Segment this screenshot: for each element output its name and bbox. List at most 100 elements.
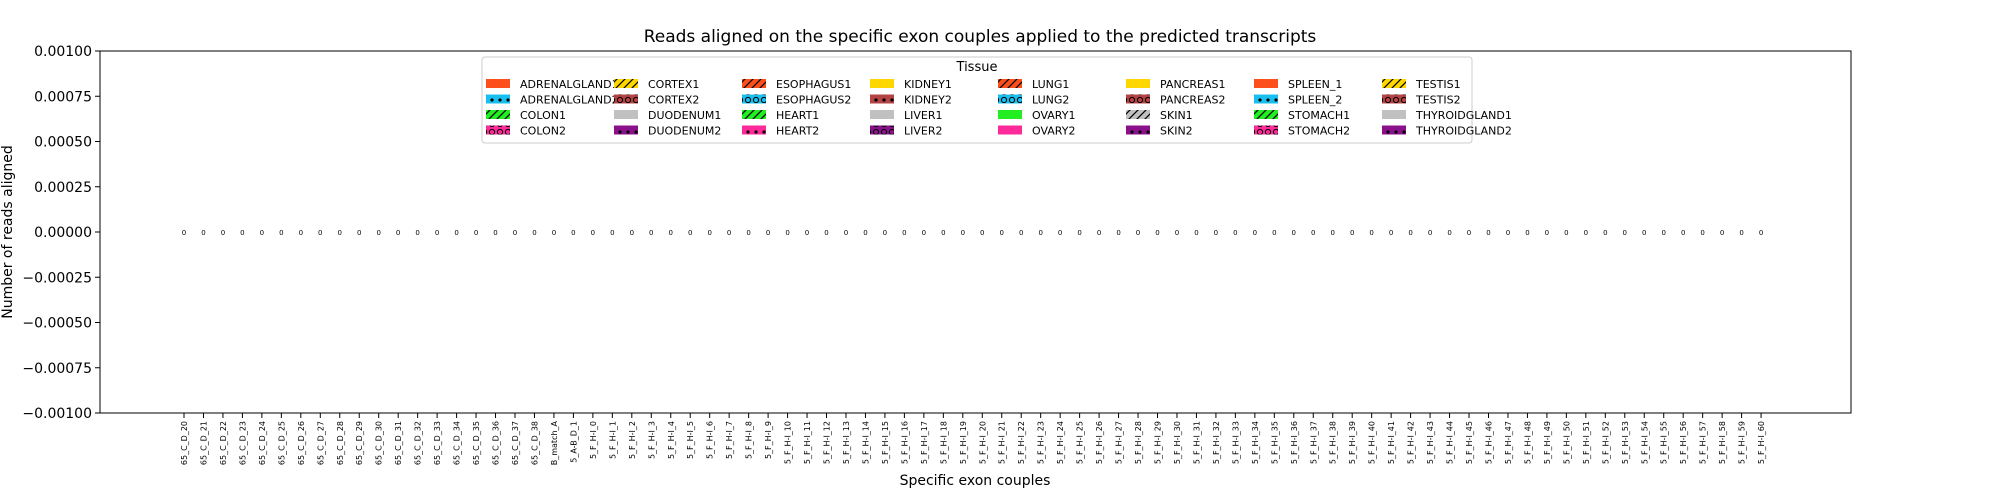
- legend-swatch: [1126, 94, 1150, 104]
- data-label: 0: [338, 229, 342, 237]
- x-tick-label: 5_F_H-I_5: [686, 421, 695, 459]
- data-label: 0: [513, 229, 517, 237]
- data-label: 0: [922, 229, 926, 237]
- x-tick-label: 5_F_H-I_24: [1056, 421, 1065, 464]
- legend-item: CORTEX1: [614, 78, 699, 91]
- x-tick-label: 5_F_H-I_6: [706, 421, 715, 459]
- x-tick-label: 65_C_D_35: [472, 421, 481, 465]
- x-tick-label: 5_F_H-I_45: [1465, 421, 1474, 464]
- legend-item: PANCREAS2: [1126, 94, 1225, 107]
- data-label: 0: [201, 229, 205, 237]
- data-label: 0: [1584, 229, 1588, 237]
- x-tick-label: 65_C_D_33: [433, 421, 442, 465]
- data-label: 0: [240, 229, 244, 237]
- legend-label: PANCREAS2: [1160, 94, 1225, 107]
- legend-label: DUODENUM1: [648, 109, 721, 122]
- data-label: 0: [1739, 229, 1743, 237]
- x-tick-label: 5_F_H-I_10: [784, 421, 793, 464]
- x-tick-label: 5_F_H-I_36: [1290, 421, 1299, 464]
- legend-item: HEART2: [742, 125, 819, 138]
- legend-swatch: [1254, 79, 1278, 88]
- legend-swatch: [870, 125, 894, 135]
- x-tick-label: B_match_A: [550, 420, 559, 465]
- x-tick-label: 5_F_H-I_37: [1309, 421, 1318, 464]
- x-tick-label: 5_F_H-I_41: [1387, 421, 1396, 464]
- legend-label: THYROIDGLAND1: [1415, 109, 1512, 122]
- legend-item: TESTIS1: [1382, 78, 1461, 91]
- y-tick-label: 0.00075: [34, 89, 92, 105]
- legend-label: ESOPHAGUS1: [776, 78, 851, 91]
- legend-label: TESTIS2: [1415, 94, 1461, 107]
- legend-label: DUODENUM2: [648, 125, 721, 138]
- data-label: 0: [1642, 229, 1646, 237]
- x-tick-label: 5_F_H-I_35: [1270, 421, 1279, 464]
- data-label: 0: [1097, 229, 1101, 237]
- data-label: 0: [318, 229, 322, 237]
- legend-item: SPLEEN_1: [1254, 78, 1342, 91]
- data-label: 0: [863, 229, 867, 237]
- legend-swatch: [1126, 79, 1150, 88]
- data-label: 0: [1759, 229, 1763, 237]
- legend-swatch: [1382, 94, 1406, 104]
- legend-label: ADRENALGLAND1: [520, 78, 619, 91]
- legend-label: THYROIDGLAND2: [1415, 125, 1512, 138]
- data-label: 0: [980, 229, 984, 237]
- data-label: 0: [182, 229, 186, 237]
- x-tick-label: 65_C_D_28: [336, 421, 345, 465]
- x-tick-label: 5_F_H-I_15: [881, 421, 890, 464]
- legend-item: THYROIDGLAND2: [1382, 125, 1512, 138]
- data-label: 0: [1623, 229, 1627, 237]
- data-label: 0: [610, 229, 614, 237]
- legend: Tissue ADRENALGLAND1 ADRENALGLAND2 COLON1 CO…: [481, 56, 1512, 144]
- x-tick-label: 5_F_H-I_54: [1640, 421, 1649, 464]
- legend-swatch: [1254, 94, 1278, 104]
- data-label: 0: [785, 229, 789, 237]
- y-tick-label: −0.00050: [22, 316, 92, 332]
- legend-swatch: [614, 125, 638, 135]
- legend-swatch: [614, 110, 638, 119]
- x-tick-label: 5_F_H-I_9: [764, 421, 773, 459]
- legend-label: PANCREAS1: [1160, 78, 1225, 91]
- x-tick-label: 65_C_D_36: [492, 421, 501, 465]
- y-tick-label: 0.00025: [34, 180, 92, 196]
- x-tick-label: 5_F_H-I_46: [1484, 421, 1493, 464]
- data-label: 0: [961, 229, 965, 237]
- legend-label: LIVER1: [904, 109, 943, 122]
- data-label: 0: [357, 229, 361, 237]
- x-tick-label: 65_C_D_24: [258, 421, 267, 465]
- data-label: 0: [591, 229, 595, 237]
- legend-swatch: [742, 79, 766, 88]
- legend-item: LUNG2: [998, 94, 1069, 107]
- x-tick-label: 65_C_D_29: [355, 421, 364, 465]
- data-label: 0: [941, 229, 945, 237]
- data-label: 0: [1350, 229, 1354, 237]
- data-label: 0: [746, 229, 750, 237]
- x-tick-label: 5_F_H-I_58: [1718, 421, 1727, 464]
- legend-swatch: [614, 79, 638, 88]
- data-label: 0: [552, 229, 556, 237]
- x-tick-label: 5_F_H-I_4: [667, 421, 676, 459]
- data-label: 0: [1038, 229, 1042, 237]
- bar-series: 0 0 0 0 0 0 0 0 0 0 0 0 0 0 0 0 0 0 0 0 0 0 0 0 0 0 0 0 0 0 0 0 0 0 0 0 0 0 0 0…: [182, 229, 1764, 237]
- x-tick-label: 5_F_H-I_7: [725, 421, 734, 459]
- legend-item: OVARY2: [998, 125, 1075, 138]
- data-label: 0: [1330, 229, 1334, 237]
- data-label: 0: [630, 229, 634, 237]
- legend-label: SKIN1: [1160, 109, 1193, 122]
- legend-label: HEART2: [776, 125, 819, 138]
- x-tick-label: 5_F_H-I_23: [1037, 421, 1046, 464]
- data-label: 0: [415, 229, 419, 237]
- x-tick-label: 5_F_H-I_33: [1231, 421, 1240, 464]
- x-tick-label: 5_F_H-I_22: [1017, 421, 1026, 464]
- x-tick-label: 5_F_H-I_52: [1601, 421, 1610, 464]
- x-tick-label: 5_F_H-I_48: [1523, 421, 1532, 464]
- x-tick-label: 5_F_H-I_19: [959, 421, 968, 464]
- x-tick-label: 5_F_H-I_28: [1134, 421, 1143, 464]
- x-tick-label: 5_F_H-I_26: [1095, 421, 1104, 464]
- legend-label: TESTIS1: [1415, 78, 1461, 91]
- legend-item: ADRENALGLAND1: [486, 78, 619, 91]
- legend-swatch: [1382, 110, 1406, 119]
- x-tick-label: 5_F_H-I_43: [1426, 421, 1435, 464]
- legend-item: KIDNEY1: [870, 78, 952, 91]
